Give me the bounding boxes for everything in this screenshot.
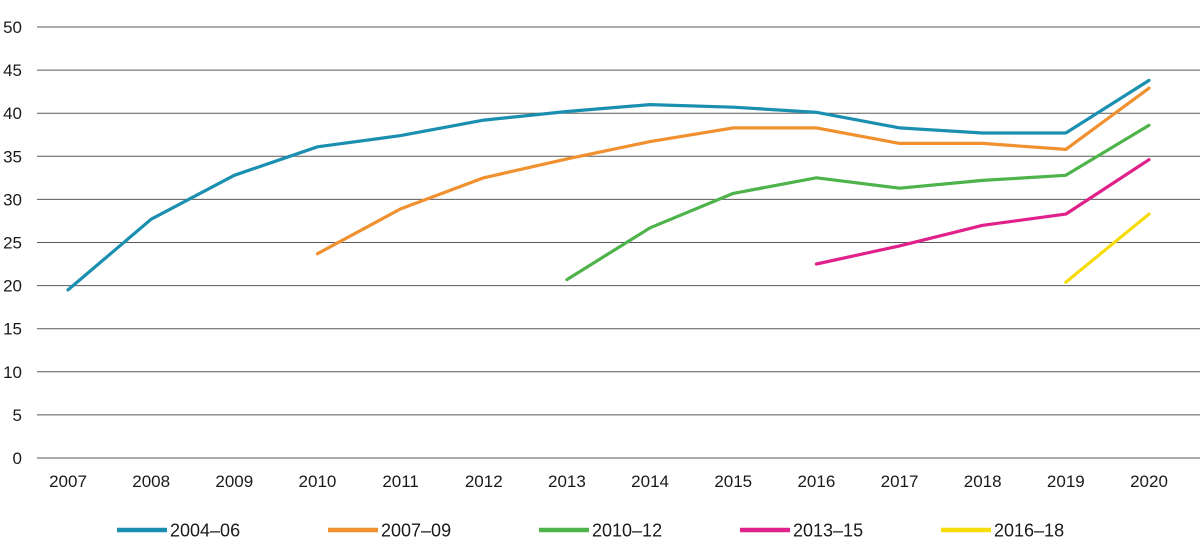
x-tick-label: 2014 — [631, 472, 669, 491]
y-tick-label: 50 — [3, 18, 22, 37]
x-tick-label: 2007 — [49, 472, 87, 491]
x-tick-label: 2012 — [465, 472, 503, 491]
y-tick-label: 35 — [3, 147, 22, 166]
x-tick-label: 2013 — [548, 472, 586, 491]
y-tick-label: 45 — [3, 61, 22, 80]
series-line-3 — [814, 158, 1151, 266]
series-line-4 — [1064, 212, 1151, 284]
y-tick-label: 20 — [3, 277, 22, 296]
x-tick-label: 2009 — [215, 472, 253, 491]
legend-label-1: 2007–09 — [381, 521, 451, 541]
x-tick-label: 2019 — [1047, 472, 1085, 491]
y-tick-label: 25 — [3, 234, 22, 253]
y-tick-label: 10 — [3, 363, 22, 382]
legend-label-3: 2013–15 — [793, 521, 863, 541]
series-line-2 — [565, 123, 1151, 282]
y-tick-label: 15 — [3, 320, 22, 339]
grid-lines — [37, 26, 1200, 459]
y-tick-label: 30 — [3, 190, 22, 209]
series-line-1 — [315, 86, 1151, 256]
x-tick-label: 2011 — [382, 472, 419, 491]
series-line-0 — [66, 78, 1151, 292]
legend: 2004–06 2007–09 2010–12 2013–15 2016–18 — [117, 521, 1064, 541]
x-tick-label: 2008 — [132, 472, 170, 491]
x-tick-label: 2017 — [881, 472, 919, 491]
y-tick-label: 40 — [3, 104, 22, 123]
legend-label-2: 2010–12 — [592, 521, 662, 541]
x-tick-label: 2015 — [714, 472, 752, 491]
y-tick-label: 0 — [13, 449, 22, 468]
x-tick-label: 2016 — [797, 472, 835, 491]
x-axis-tick-labels: 2007 2008 2009 2010 2011 2012 2013 2014 2015 2016… — [49, 472, 1168, 491]
x-tick-label: 2020 — [1130, 472, 1168, 491]
x-tick-label: 2018 — [964, 472, 1002, 491]
series-lines — [66, 78, 1151, 292]
y-axis-tick-labels: 0 5 10 15 20 25 30 35 40 45 50 — [3, 18, 22, 468]
legend-label-4: 2016–18 — [994, 521, 1064, 541]
y-tick-label: 5 — [13, 406, 22, 425]
legend-label-0: 2004–06 — [170, 521, 240, 541]
x-tick-label: 2010 — [299, 472, 337, 491]
